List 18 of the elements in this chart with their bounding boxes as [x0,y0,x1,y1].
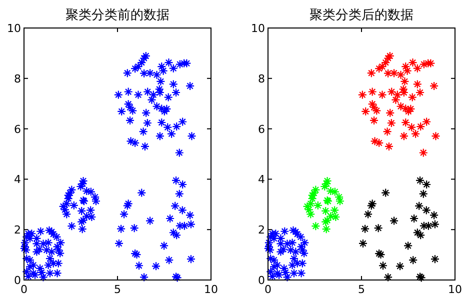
y-tick-label: 4 [14,173,21,186]
x-tick-label: 10 [204,283,218,296]
x-tick-label: 10 [448,283,462,296]
chart-title: 聚类分类后的数据 [310,8,414,23]
y-tick-label: 4 [258,173,265,186]
chart-title: 聚类分类前的数据 [66,8,170,23]
y-tick-label: 8 [14,72,21,86]
y-tick-label: 0 [258,274,265,287]
y-tick-label: 0 [14,274,21,287]
y-tick-label: 8 [258,72,265,86]
y-tick-label: 10 [251,22,265,35]
y-tick-label: 6 [258,122,265,136]
y-tick-label: 6 [14,122,21,136]
x-tick-label: 5 [114,283,121,296]
x-tick-label: 5 [358,283,365,296]
y-tick-label: 2 [258,224,265,237]
y-tick-label: 10 [7,22,21,35]
y-tick-label: 2 [14,224,21,237]
